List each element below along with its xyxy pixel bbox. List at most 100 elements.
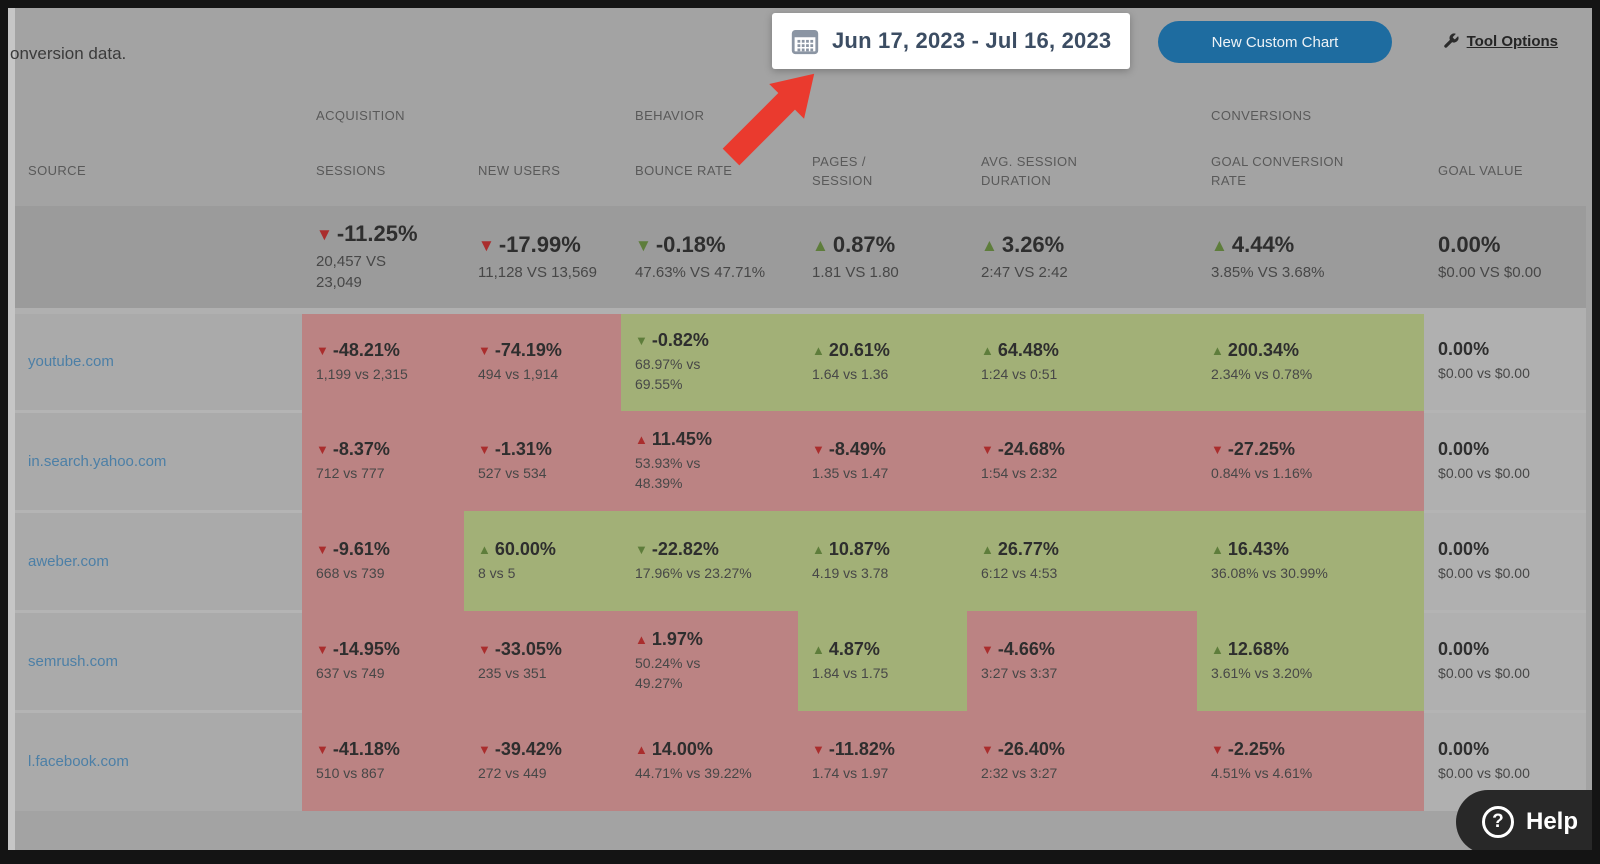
- group-header-row: ACQUISITION BEHAVIOR CONVERSIONS: [14, 94, 1586, 136]
- goal-conversion-rate-cell: ▲ 16.43% 36.08% vs 30.99%: [1197, 511, 1425, 611]
- trend-down-icon: ▼: [635, 333, 648, 349]
- sessions-cell: ▼ -48.21% 1,199 vs 2,315: [302, 311, 464, 411]
- help-button[interactable]: ? Help: [1455, 790, 1592, 850]
- bounce-rate-cell: ▼ -0.82% 68.97% vs 69.55%: [621, 311, 799, 411]
- new-users-cell: ▼ -1.31% 527 vs 534: [464, 411, 622, 511]
- help-label: Help: [1525, 808, 1578, 835]
- goal-conversion-rate-cell: ▼ -2.25% 4.51% vs 4.61%: [1197, 711, 1425, 811]
- sessions-cell: ▼ -41.18% 510 vs 867: [302, 711, 464, 811]
- goal-conversion-rate-cell: ▲ 12.68% 3.61% vs 3.20%: [1197, 611, 1425, 711]
- table-row: aweber.com ▼ -9.61% 668 vs 739 ▲ 60.00% 8 …: [14, 509, 1587, 611]
- bounce-rate-cell: ▼ -22.82% 17.96% vs 23.27%: [621, 511, 799, 611]
- summary-avg-session-duration-cell: ▲ 3.26% 2:47 VS 2:42: [967, 206, 1198, 314]
- trend-down-icon: ▼: [1211, 441, 1224, 457]
- trend-down-icon: ▼: [812, 741, 825, 757]
- trend-down-icon: ▼: [478, 343, 491, 359]
- column-header-avg-session-duration: AVG. SESSION DURATION: [981, 153, 1078, 189]
- new-users-cell: ▲ 60.00% 8 vs 5: [464, 511, 622, 611]
- sessions-cell: ▼ -8.37% 712 vs 777: [302, 411, 464, 511]
- trend-up-icon: ▲: [981, 343, 994, 359]
- app-window: onversion data. Jun 17, 2023 - Jul 16, 2…: [8, 8, 1592, 850]
- date-range-picker[interactable]: Jun 17, 2023 - Jul 16, 2023: [772, 13, 1130, 69]
- avg-session-duration-cell: ▼ -24.68% 1:54 vs 2:32: [967, 411, 1198, 511]
- trend-down-icon: ▼: [316, 343, 329, 359]
- trend-up-icon: ▲: [812, 343, 825, 359]
- source-link[interactable]: in.search.yahoo.com: [28, 452, 167, 470]
- trend-up-icon: ▲: [478, 541, 491, 557]
- trend-down-icon: ▼: [981, 441, 994, 457]
- source-link[interactable]: semrush.com: [28, 652, 119, 670]
- pages-session-cell: ▼ -8.49% 1.35 vs 1.47: [798, 411, 968, 511]
- sessions-cell: ▼ -9.61% 668 vs 739: [302, 511, 464, 611]
- intro-text: onversion data.: [10, 44, 127, 63]
- column-header-bounce-rate: BOUNCE RATE: [635, 163, 733, 179]
- goal-conversion-rate-cell: ▼ -27.25% 0.84% vs 1.16%: [1197, 411, 1425, 511]
- goal-conversion-rate-cell: ▲ 200.34% 2.34% vs 0.78%: [1197, 311, 1425, 411]
- column-header-sessions: SESSIONS: [316, 163, 386, 179]
- source-cell: in.search.yahoo.com: [14, 409, 302, 511]
- tool-options-link[interactable]: Tool Options: [1442, 32, 1558, 50]
- avg-session-duration-cell: ▲ 26.77% 6:12 vs 4:53: [967, 511, 1198, 611]
- summary-goal-value-cell: 0.00% $0.00 VS $0.00: [1424, 206, 1587, 314]
- trend-up-icon: ▲: [1211, 541, 1224, 557]
- summary-new-users-cell: ▼ -17.99% 11,128 VS 13,569: [464, 206, 622, 314]
- source-cell: l.facebook.com: [14, 709, 302, 811]
- trend-down-icon: ▼: [478, 641, 491, 657]
- source-link[interactable]: youtube.com: [28, 353, 114, 371]
- group-header-empty: [14, 94, 302, 136]
- source-cell: semrush.com: [14, 609, 302, 711]
- goal-value-cell: 0.00% $0.00 vs $0.00: [1424, 409, 1587, 511]
- pages-session-cell: ▲ 10.87% 4.19 vs 3.78: [798, 511, 968, 611]
- source-cell: youtube.com: [14, 311, 302, 411]
- trend-down-icon: ▼: [981, 641, 994, 657]
- summary-bounce-rate-cell: ▼ -0.18% 47.63% VS 47.71%: [621, 206, 799, 314]
- column-header-row: SOURCE SESSIONS NEW USERS BOUNCE RATE PA…: [14, 136, 1586, 206]
- trend-up-icon: ▲: [1211, 641, 1224, 657]
- pages-session-cell: ▲ 4.87% 1.84 vs 1.75: [798, 611, 968, 711]
- table-row: l.facebook.com ▼ -41.18% 510 vs 867 ▼ -39.…: [14, 709, 1587, 811]
- new-users-cell: ▼ -74.19% 494 vs 1,914: [464, 311, 622, 411]
- group-header-conversions: CONVERSIONS: [1211, 107, 1312, 123]
- source-link[interactable]: l.facebook.com: [28, 753, 129, 771]
- goal-value-cell: 0.00% $0.00 vs $0.00: [1424, 509, 1587, 611]
- trend-down-icon: ▼: [316, 225, 333, 244]
- wrench-icon: [1443, 33, 1459, 48]
- avg-session-duration-cell: ▼ -4.66% 3:27 vs 3:37: [967, 611, 1198, 711]
- trend-down-icon: ▼: [316, 441, 329, 457]
- avg-session-duration-cell: ▼ -26.40% 2:32 vs 3:27: [967, 711, 1198, 811]
- trend-up-icon: ▲: [981, 541, 994, 557]
- new-custom-chart-button[interactable]: New Custom Chart: [1158, 21, 1392, 63]
- trend-down-icon: ▼: [478, 441, 491, 457]
- summary-sessions-cell: ▼ -11.25% 20,457 VS 23,049: [302, 206, 464, 314]
- trend-down-icon: ▼: [635, 541, 648, 557]
- trend-up-icon: ▲: [981, 235, 998, 255]
- trend-down-icon: ▼: [1211, 741, 1224, 757]
- trend-up-icon: ▲: [812, 235, 829, 255]
- trend-down-icon: ▼: [316, 541, 329, 557]
- pages-session-cell: ▲ 20.61% 1.64 vs 1.36: [798, 311, 968, 411]
- new-users-cell: ▼ -33.05% 235 vs 351: [464, 611, 622, 711]
- column-header-goal-value: GOAL VALUE: [1438, 163, 1523, 179]
- summary-source-cell: [14, 206, 302, 314]
- table-row: youtube.com ▼ -48.21% 1,199 vs 2,315 ▼ -74…: [14, 311, 1587, 411]
- column-header-source: SOURCE: [28, 163, 87, 179]
- trend-down-icon: ▼: [478, 235, 495, 255]
- trend-down-icon: ▼: [812, 441, 825, 457]
- left-edge-strip: [8, 8, 15, 850]
- group-header-behavior: BEHAVIOR: [635, 107, 705, 123]
- group-header-acquisition: ACQUISITION: [316, 107, 405, 123]
- trend-up-icon: ▲: [1211, 343, 1224, 359]
- bounce-rate-cell: ▲ 14.00% 44.71% vs 39.22%: [621, 711, 799, 811]
- column-header-new-users: NEW USERS: [478, 163, 561, 179]
- trend-up-icon: ▲: [635, 741, 648, 757]
- trend-up-icon: ▲: [635, 631, 648, 647]
- table-row: semrush.com ▼ -14.95% 637 vs 749 ▼ -33.05%…: [14, 609, 1587, 711]
- summary-goal-conversion-rate-cell: ▲ 4.44% 3.85% VS 3.68%: [1197, 206, 1425, 314]
- source-link[interactable]: aweber.com: [28, 552, 109, 570]
- goal-value-cell: 0.00% $0.00 vs $0.00: [1424, 311, 1587, 411]
- question-circle-icon: ?: [1481, 806, 1514, 838]
- tool-options-label: Tool Options: [1466, 32, 1558, 50]
- bounce-rate-cell: ▲ 11.45% 53.93% vs 48.39%: [621, 411, 799, 511]
- trend-up-icon: ▲: [812, 641, 825, 657]
- trend-down-icon: ▼: [981, 741, 994, 757]
